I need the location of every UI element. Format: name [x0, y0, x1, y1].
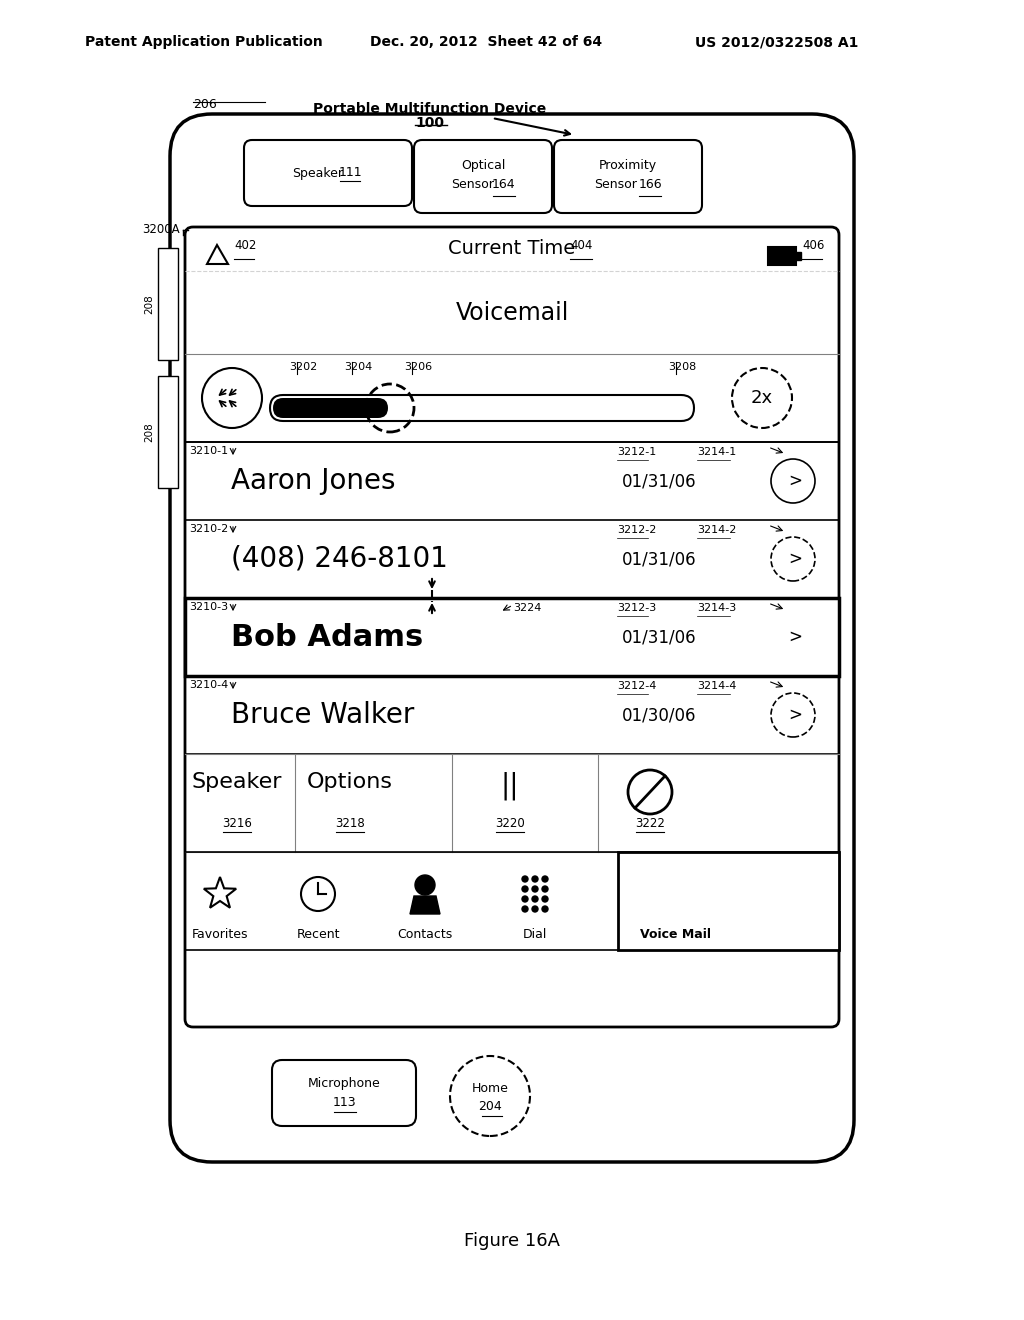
- Circle shape: [542, 906, 548, 912]
- Text: 164: 164: [492, 178, 515, 191]
- Text: Voice Mail: Voice Mail: [640, 928, 711, 941]
- Text: Sensor: Sensor: [452, 178, 495, 191]
- Text: 3224: 3224: [513, 603, 542, 612]
- Circle shape: [522, 886, 528, 892]
- Text: Recent: Recent: [296, 928, 340, 941]
- Circle shape: [532, 886, 538, 892]
- Text: Speaker: Speaker: [293, 166, 343, 180]
- Text: 3214-1: 3214-1: [697, 447, 736, 457]
- Text: Voicemail: Voicemail: [456, 301, 568, 325]
- Text: (408) 246-8101: (408) 246-8101: [231, 545, 447, 573]
- Text: Bob Adams: Bob Adams: [231, 623, 423, 652]
- Text: 3218: 3218: [335, 817, 365, 830]
- Text: Aaron Jones: Aaron Jones: [231, 467, 395, 495]
- Circle shape: [532, 896, 538, 902]
- Text: 3212-3: 3212-3: [617, 603, 656, 612]
- Text: Bruce Walker: Bruce Walker: [231, 701, 415, 729]
- Text: 3216: 3216: [222, 817, 252, 830]
- Text: Proximity: Proximity: [599, 158, 657, 172]
- Text: >: >: [788, 706, 802, 723]
- Text: ||: ||: [501, 772, 519, 800]
- FancyBboxPatch shape: [554, 140, 702, 213]
- Text: 3220: 3220: [496, 817, 525, 830]
- Text: US 2012/0322508 A1: US 2012/0322508 A1: [695, 36, 858, 49]
- Text: 166: 166: [638, 178, 662, 191]
- Text: >: >: [788, 473, 802, 490]
- Text: 3206: 3206: [404, 362, 432, 372]
- Circle shape: [415, 875, 435, 895]
- Text: >: >: [788, 550, 802, 568]
- FancyBboxPatch shape: [796, 252, 801, 260]
- Text: 3214-4: 3214-4: [697, 681, 736, 690]
- Circle shape: [522, 876, 528, 882]
- Circle shape: [542, 896, 548, 902]
- Text: Contacts: Contacts: [397, 928, 453, 941]
- Text: 01/30/06: 01/30/06: [622, 706, 696, 723]
- Text: Home: Home: [472, 1081, 509, 1094]
- FancyBboxPatch shape: [170, 114, 854, 1162]
- FancyBboxPatch shape: [185, 227, 839, 1027]
- Text: 406: 406: [802, 239, 824, 252]
- Text: 3212-4: 3212-4: [617, 681, 656, 690]
- Text: 3210-1: 3210-1: [189, 446, 228, 455]
- Text: 204: 204: [478, 1100, 502, 1113]
- Text: Voice Mail: Voice Mail: [640, 928, 711, 941]
- Text: 2x: 2x: [751, 389, 773, 407]
- FancyBboxPatch shape: [244, 140, 412, 206]
- Circle shape: [542, 876, 548, 882]
- Circle shape: [532, 906, 538, 912]
- FancyBboxPatch shape: [270, 395, 694, 421]
- Text: Options: Options: [307, 772, 393, 792]
- Text: Figure 16A: Figure 16A: [464, 1232, 560, 1250]
- Text: 208: 208: [144, 294, 154, 314]
- Text: Current Time: Current Time: [449, 239, 575, 257]
- Text: Microphone: Microphone: [307, 1077, 380, 1090]
- Text: Portable Multifunction Device: Portable Multifunction Device: [313, 102, 547, 116]
- Text: Favorites: Favorites: [191, 928, 248, 941]
- Text: Dec. 20, 2012  Sheet 42 of 64: Dec. 20, 2012 Sheet 42 of 64: [370, 36, 602, 49]
- Text: 01/31/06: 01/31/06: [622, 473, 696, 490]
- Text: 206: 206: [193, 98, 217, 111]
- Text: 3214-3: 3214-3: [697, 603, 736, 612]
- FancyBboxPatch shape: [158, 248, 178, 360]
- FancyBboxPatch shape: [272, 1060, 416, 1126]
- Text: 3208: 3208: [668, 362, 696, 372]
- Text: Sensor: Sensor: [595, 178, 637, 191]
- Text: Speaker: Speaker: [191, 772, 283, 792]
- Text: 01/31/06: 01/31/06: [622, 550, 696, 568]
- FancyBboxPatch shape: [185, 598, 839, 676]
- Text: 3210-3: 3210-3: [189, 602, 228, 612]
- Text: 3204: 3204: [344, 362, 373, 372]
- Text: >: >: [788, 628, 802, 645]
- Text: Patent Application Publication: Patent Application Publication: [85, 36, 323, 49]
- Text: Dial: Dial: [523, 928, 547, 941]
- Text: 111: 111: [338, 166, 361, 180]
- Text: 404: 404: [570, 239, 592, 252]
- FancyBboxPatch shape: [768, 247, 796, 265]
- Circle shape: [542, 886, 548, 892]
- Text: 3212-1: 3212-1: [617, 447, 656, 457]
- Text: 3222: 3222: [635, 817, 665, 830]
- FancyBboxPatch shape: [414, 140, 552, 213]
- Text: 402: 402: [234, 239, 256, 252]
- Text: 3210-2: 3210-2: [189, 524, 228, 535]
- FancyBboxPatch shape: [618, 851, 839, 950]
- Text: 208: 208: [144, 422, 154, 442]
- Polygon shape: [410, 896, 440, 913]
- FancyBboxPatch shape: [158, 376, 178, 488]
- FancyBboxPatch shape: [273, 399, 388, 418]
- Text: 100: 100: [416, 116, 444, 129]
- Circle shape: [522, 906, 528, 912]
- Text: 3202: 3202: [289, 362, 317, 372]
- Text: 01/31/06: 01/31/06: [622, 628, 696, 645]
- Text: 3210-4: 3210-4: [189, 680, 228, 690]
- Circle shape: [522, 896, 528, 902]
- Text: 3214-2: 3214-2: [697, 525, 736, 535]
- Circle shape: [532, 876, 538, 882]
- Text: 3212-2: 3212-2: [617, 525, 656, 535]
- Text: 3200A: 3200A: [142, 223, 180, 236]
- Text: Optical: Optical: [461, 158, 505, 172]
- Text: 113: 113: [332, 1096, 355, 1109]
